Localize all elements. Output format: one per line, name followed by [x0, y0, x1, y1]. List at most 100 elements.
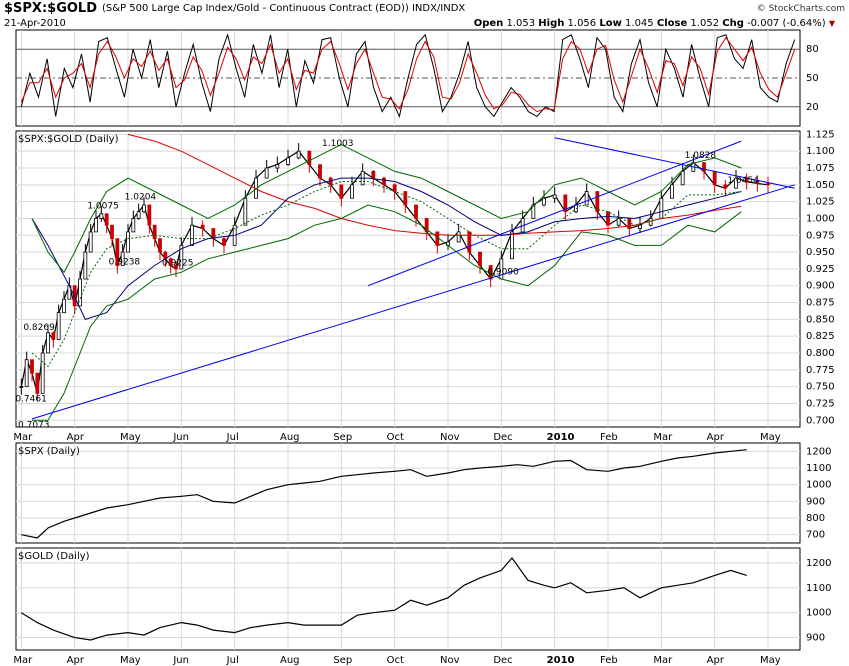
price-candle — [62, 298, 66, 314]
y-tick-label: 0.750 — [806, 382, 835, 393]
price-candle — [296, 150, 301, 159]
y-tick-label: 1100 — [806, 583, 831, 594]
y-tick-label: 0.875 — [806, 298, 835, 309]
price-candle — [168, 258, 173, 266]
data-label: 0.7073 — [18, 420, 50, 430]
series-slow-line — [20, 36, 796, 113]
price-candle — [627, 218, 632, 229]
price-candle — [286, 157, 290, 166]
data-label: 1.1003 — [322, 139, 354, 149]
y-tick-label: 1.100 — [806, 146, 835, 157]
price-candle — [563, 194, 568, 213]
price-candle — [99, 213, 104, 219]
price-candle — [243, 197, 248, 226]
price-candle — [712, 170, 717, 186]
data-label: 0.9238 — [109, 258, 141, 268]
x-tick-label: Mar — [653, 655, 673, 666]
x-tick-label: Jun — [172, 432, 189, 443]
x-tick-label: Dec — [493, 432, 512, 443]
price-candle — [424, 218, 429, 233]
price-candle — [35, 372, 40, 394]
price-candle — [584, 191, 589, 206]
data-label: 1.0204 — [125, 193, 157, 203]
close-label: Close — [656, 18, 688, 29]
x-tick-label: Sep — [333, 432, 352, 443]
open-value: 1.053 — [506, 18, 536, 29]
price-candle — [72, 285, 77, 307]
price-candle — [616, 218, 621, 226]
data-label: 0.9225 — [162, 259, 194, 269]
price-candle — [24, 359, 29, 388]
x-tick-label: Dec — [493, 655, 512, 666]
x-tick-label: Apr — [707, 432, 725, 443]
price-candle — [382, 177, 386, 186]
ohlc-readout: Open 1.053 High 1.056 Low 1.045 Close 1.… — [474, 18, 835, 29]
y-tick-label: 20 — [806, 102, 819, 113]
data-label: 0.9090 — [487, 268, 519, 278]
x-tick-label: 2010 — [547, 432, 575, 443]
x-tick-label: May — [120, 655, 141, 666]
price-candle — [467, 231, 472, 253]
y-tick-label: 0.825 — [806, 331, 835, 342]
price-candle — [30, 359, 34, 374]
x-tick-label: May — [120, 432, 141, 443]
price-candle — [158, 238, 162, 253]
x-tick-label: Aug — [280, 432, 300, 443]
x-tick-label: Mar — [13, 432, 33, 443]
x-tick-label: Nov — [440, 432, 460, 443]
price-candle — [104, 213, 109, 226]
series-trendline-line — [367, 140, 742, 287]
y-tick-label: 0.800 — [806, 348, 835, 359]
chg-value: -0.007 (-0.64%) — [747, 18, 826, 29]
panel-frame — [15, 130, 801, 428]
price-candle — [40, 352, 45, 394]
y-tick-label: 800 — [806, 513, 825, 524]
price-candle — [94, 218, 98, 233]
price-candle — [115, 238, 120, 266]
y-tick-label: 0.850 — [806, 314, 835, 325]
data-label: 0.7461 — [15, 394, 47, 404]
price-candle — [110, 224, 114, 240]
y-tick-label: 0.700 — [806, 415, 835, 426]
price-candle — [478, 251, 482, 266]
price-candle — [126, 231, 130, 253]
price-candle — [46, 332, 50, 354]
x-tick-label: Feb — [600, 655, 618, 666]
price-candle — [403, 191, 408, 206]
chart-symbol: $SPX:$GOLD — [4, 1, 97, 16]
price-candle — [19, 386, 24, 389]
price-candle — [766, 183, 770, 186]
panel-title: $SPX:$GOLD (Daily) — [18, 134, 119, 145]
y-tick-label: 1000 — [806, 480, 831, 491]
price-candle — [120, 251, 125, 266]
price-candle — [56, 312, 61, 340]
price-candle — [638, 224, 642, 229]
data-label: 1.0454 — [727, 176, 759, 186]
series-bb_lower-line — [32, 204, 742, 421]
price-candle — [680, 170, 685, 186]
price-candle — [670, 184, 674, 199]
price-candle — [659, 197, 664, 219]
price-candle — [222, 238, 226, 246]
price-candle — [392, 184, 397, 192]
x-tick-label: Oct — [387, 432, 404, 443]
series-price-line — [21, 449, 747, 539]
price-candle — [83, 251, 88, 280]
series-ma_mid-line — [31, 177, 742, 321]
y-tick-label: 900 — [806, 633, 825, 644]
price-candle — [51, 332, 56, 340]
price-candle — [78, 278, 82, 307]
y-tick-label: 1.000 — [806, 213, 835, 224]
x-tick-label: Jul — [226, 655, 239, 666]
price-candle — [339, 184, 344, 199]
price-candle — [702, 162, 706, 172]
high-label: High — [538, 18, 565, 29]
series-bb_upper-line — [31, 143, 742, 274]
y-tick-label: 1100 — [806, 463, 831, 474]
price-candle — [350, 184, 354, 199]
series-fast-line — [20, 33, 796, 118]
x-tick-label: Mar — [13, 655, 33, 666]
y-tick-label: 1000 — [806, 608, 831, 619]
y-tick-label: 1.075 — [806, 163, 835, 174]
x-tick-label: Oct — [387, 655, 404, 666]
